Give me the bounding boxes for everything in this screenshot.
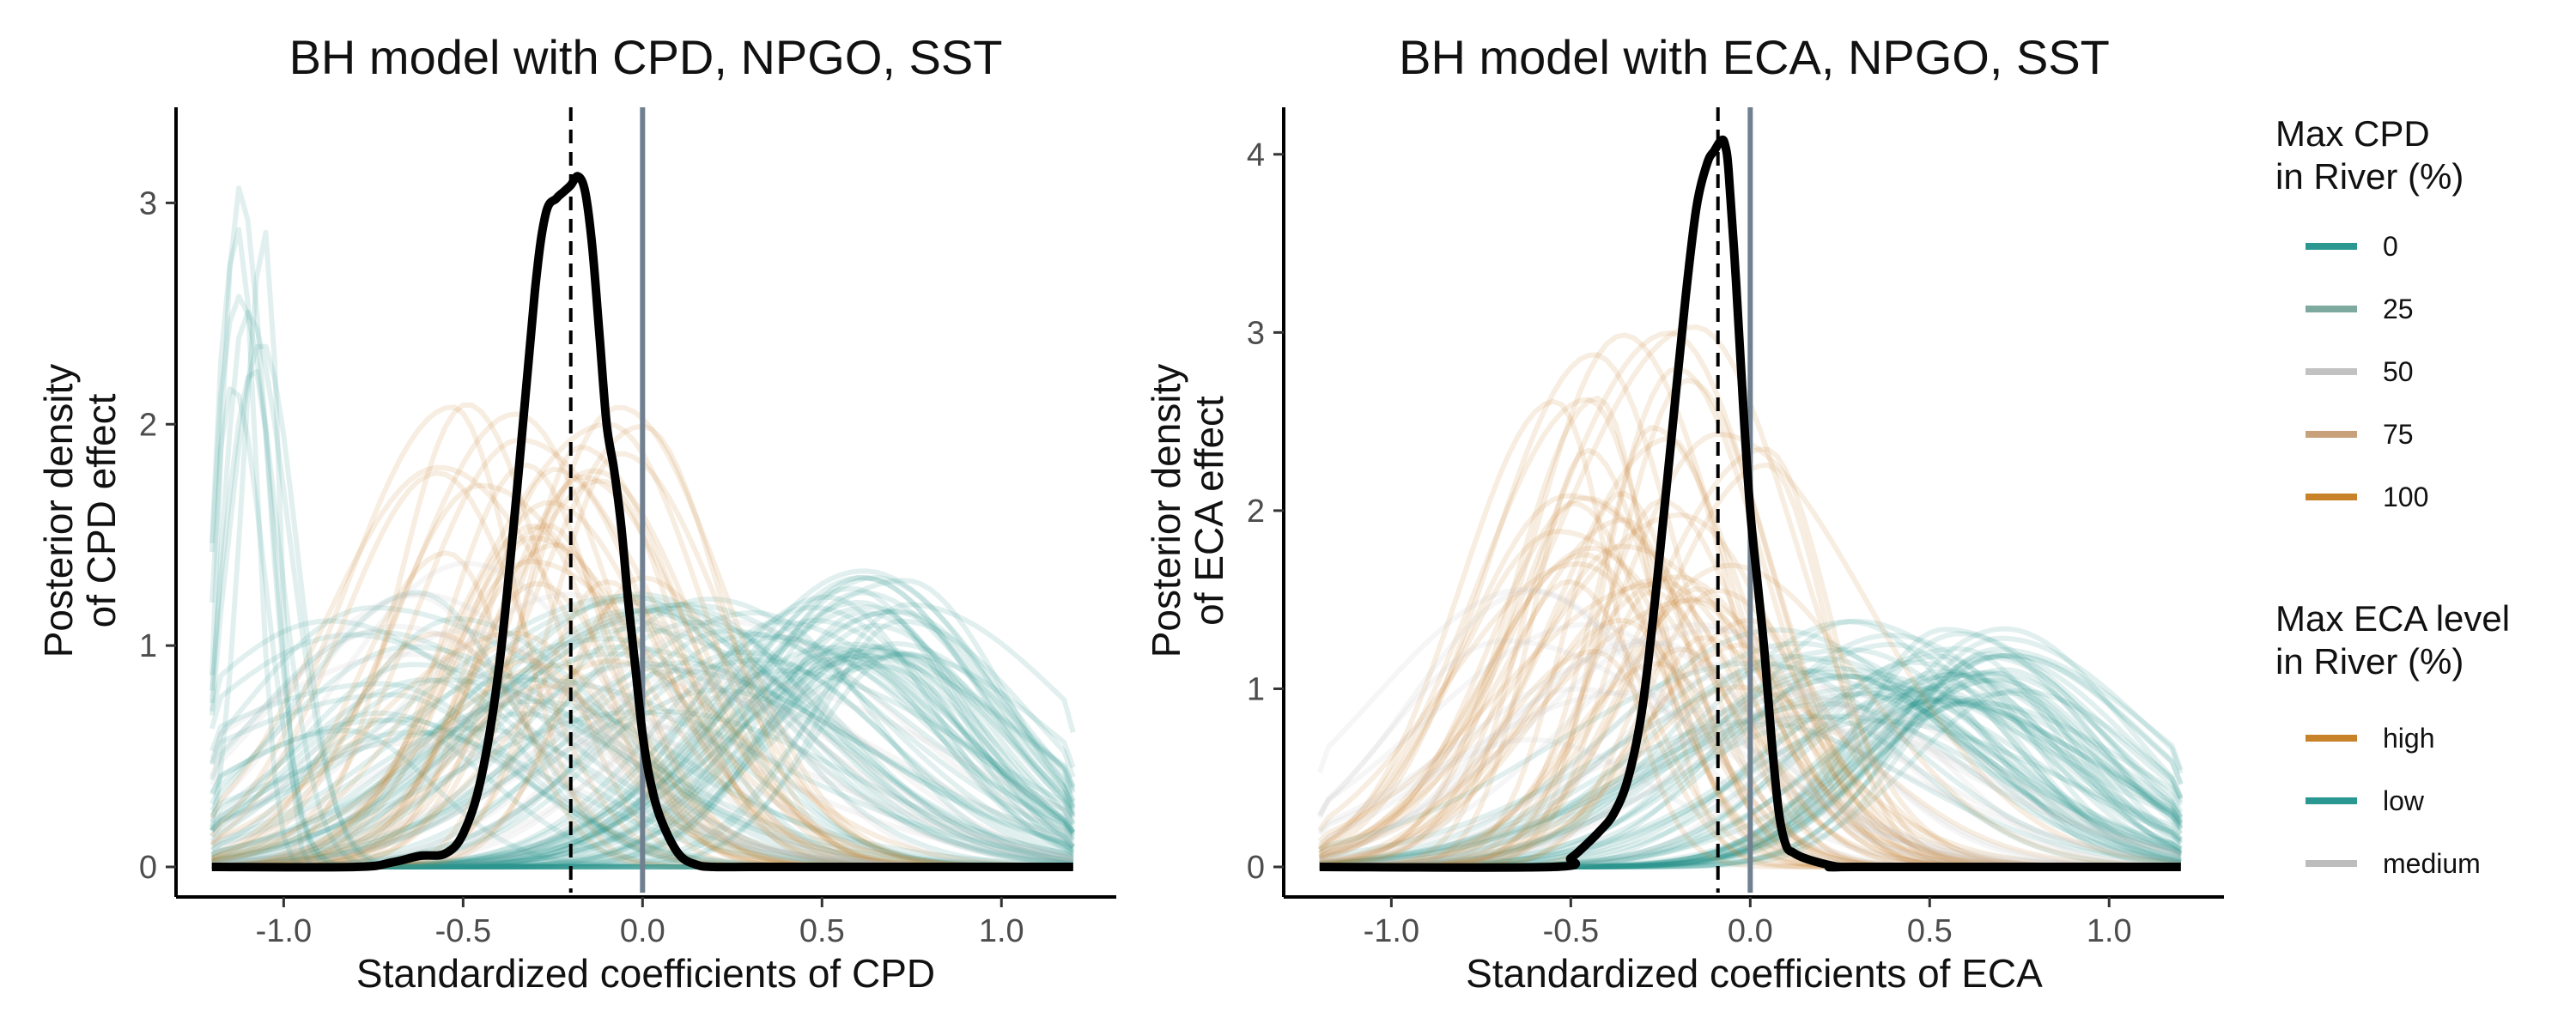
x-tick-label: 0.5 xyxy=(1907,913,1953,949)
legend-key-label: medium xyxy=(2383,848,2481,879)
y-axis-title-line1: Posterior density xyxy=(36,364,81,658)
legend-cpd-title: in River (%) xyxy=(2275,156,2464,197)
y-tick-label: 2 xyxy=(1247,494,1265,530)
x-tick-label: 1.0 xyxy=(2087,913,2132,949)
legend-key-label: high xyxy=(2383,723,2435,754)
legend: Max CPD in River (%) 0 25 50 75 100 Max ECA … xyxy=(2275,113,2510,879)
y-tick-label: 1 xyxy=(1247,671,1265,707)
panel-cpd: BH model with CPD, NPGO, SST Standardize… xyxy=(36,30,1116,996)
x-tick-label: -1.0 xyxy=(1364,913,1419,949)
x-axis-title: Standardized coefficients of CPD xyxy=(356,951,935,996)
legend-cpd-title: Max CPD xyxy=(2275,113,2430,154)
x-tick-label: 0.0 xyxy=(1728,913,1773,949)
legend-cpd-keys: 0 25 50 75 100 xyxy=(2306,231,2428,512)
y-tick-label: 0 xyxy=(139,850,157,886)
y-tick-label: 2 xyxy=(139,407,157,443)
legend-key-label: 0 xyxy=(2383,231,2398,262)
panel-title: BH model with ECA, NPGO, SST xyxy=(1399,30,2110,84)
y-axis-title-line2: of ECA effect xyxy=(1187,396,1231,626)
legend-eca-keys: high low medium xyxy=(2306,723,2481,879)
y-tick-label: 1 xyxy=(139,628,157,664)
y-tick-label: 0 xyxy=(1247,850,1265,886)
legend-eca-title: in River (%) xyxy=(2275,641,2464,682)
legend-eca-title: Max ECA level xyxy=(2275,598,2510,639)
y-tick-label: 3 xyxy=(1247,315,1265,351)
posterior-density-curve xyxy=(1319,135,2181,872)
y-tick-label: 3 xyxy=(139,185,157,221)
legend-key-label: 50 xyxy=(2383,356,2414,387)
panel-eca: BH model with ECA, NPGO, SST Standardize… xyxy=(1144,30,2224,996)
x-tick-label: -0.5 xyxy=(1543,913,1599,949)
plot-area: 0 1 2 3 -1.0 -0.5 0.0 0.5 1.0 xyxy=(139,107,1116,949)
panel-title: BH model with CPD, NPGO, SST xyxy=(289,30,1003,84)
y-axis-title-line1: Posterior density xyxy=(1144,364,1188,658)
plot-area: 0 1 2 3 4 -1.0 -0.5 0.0 0.5 1.0 xyxy=(1247,107,2224,949)
legend-key-label: low xyxy=(2383,785,2425,816)
x-axis-title: Standardized coefficients of ECA xyxy=(1466,951,2043,996)
x-tick-label: -0.5 xyxy=(435,913,491,949)
legend-key-label: 100 xyxy=(2383,482,2428,512)
y-tick-label: 4 xyxy=(1247,137,1265,173)
x-tick-label: 0.5 xyxy=(799,913,845,949)
legend-key-label: 25 xyxy=(2383,294,2414,324)
x-tick-label: -1.0 xyxy=(256,913,312,949)
posterior-density-curve xyxy=(211,172,1073,872)
y-axis-title-line2: of CPD effect xyxy=(79,393,124,627)
legend-key-label: 75 xyxy=(2383,419,2414,450)
x-tick-label: 1.0 xyxy=(979,913,1024,949)
x-tick-label: 0.0 xyxy=(620,913,665,949)
